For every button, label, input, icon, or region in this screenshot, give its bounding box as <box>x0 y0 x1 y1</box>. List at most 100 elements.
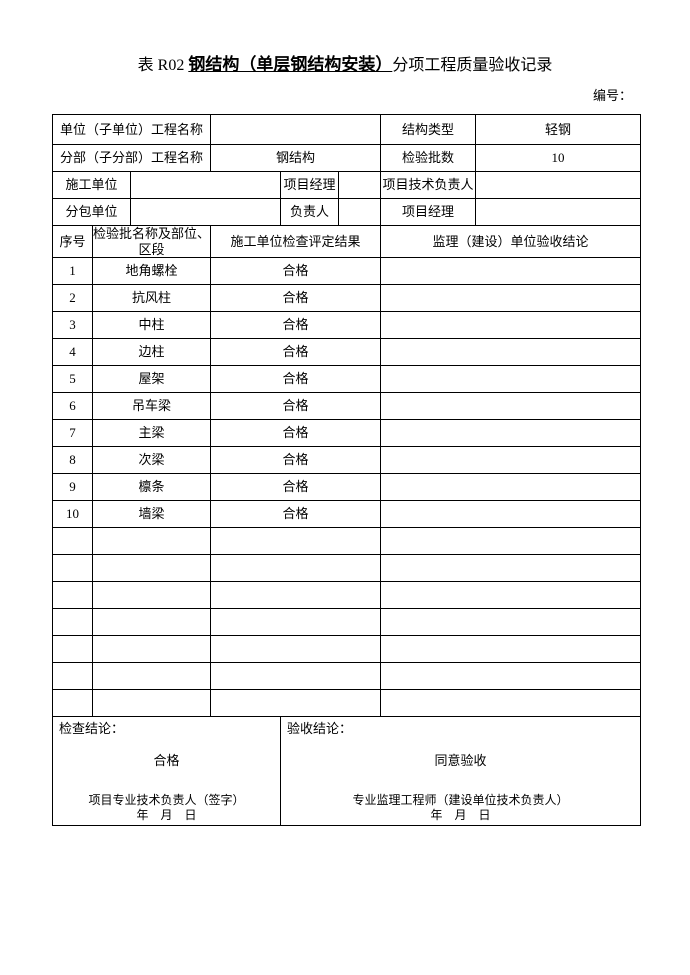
cell-result <box>211 609 381 636</box>
footer-right-date: 年 月 日 <box>281 808 640 822</box>
cell-conclusion <box>381 636 641 663</box>
serial-number-label: 编号： <box>52 85 632 104</box>
table-row: 3中柱合格 <box>53 312 641 339</box>
footer-left-value: 合格 <box>53 753 280 769</box>
footer-right: 验收结论： 同意验收 专业监理工程师（建设单位技术负责人） 年 月 日 <box>281 717 641 826</box>
footer-left: 检查结论： 合格 项目专业技术负责人（签字） 年 月 日 <box>53 717 281 826</box>
cell-seq: 9 <box>53 474 93 501</box>
cell-seq <box>53 609 93 636</box>
table-row: 5屋架合格 <box>53 366 641 393</box>
cell-result <box>211 528 381 555</box>
table-row <box>53 582 641 609</box>
cell-name: 屋架 <box>93 366 211 393</box>
cell-result <box>211 690 381 717</box>
cell-conclusion <box>381 447 641 474</box>
cell-seq <box>53 582 93 609</box>
tech-lead-label: 项目技术负责人 <box>381 172 476 199</box>
cell-conclusion <box>381 393 641 420</box>
cell-seq: 4 <box>53 339 93 366</box>
cell-seq <box>53 690 93 717</box>
footer-left-label: 检查结论： <box>59 721 124 737</box>
cell-result <box>211 555 381 582</box>
cell-result: 合格 <box>211 339 381 366</box>
cell-name: 墙梁 <box>93 501 211 528</box>
cell-name <box>93 555 211 582</box>
sub-pm-value <box>476 199 641 226</box>
cell-name <box>93 582 211 609</box>
cell-result <box>211 663 381 690</box>
cell-conclusion <box>381 582 641 609</box>
table-row: 9檩条合格 <box>53 474 641 501</box>
cell-conclusion <box>381 528 641 555</box>
col-conclusion: 监理（建设）单位验收结论 <box>381 226 641 258</box>
footer-left-sign: 项目专业技术负责人（签字） <box>53 793 280 807</box>
batch-count-value: 10 <box>476 145 641 172</box>
cell-seq <box>53 555 93 582</box>
cell-seq <box>53 528 93 555</box>
cell-result: 合格 <box>211 366 381 393</box>
cell-name: 次梁 <box>93 447 211 474</box>
cell-conclusion <box>381 690 641 717</box>
cell-seq: 2 <box>53 285 93 312</box>
table-row: 1地角螺栓合格 <box>53 258 641 285</box>
cell-conclusion <box>381 609 641 636</box>
sub-pm-label: 项目经理 <box>381 199 476 226</box>
cell-name <box>93 528 211 555</box>
construct-unit-value <box>131 172 281 199</box>
cell-result: 合格 <box>211 312 381 339</box>
cell-result: 合格 <box>211 258 381 285</box>
subcon-label: 分包单位 <box>53 199 131 226</box>
cell-seq: 7 <box>53 420 93 447</box>
sub-name-label: 分部（子分部）工程名称 <box>53 145 211 172</box>
cell-name: 地角螺栓 <box>93 258 211 285</box>
table-row: 4边柱合格 <box>53 339 641 366</box>
cell-conclusion <box>381 258 641 285</box>
cell-seq: 3 <box>53 312 93 339</box>
table-row <box>53 663 641 690</box>
cell-seq: 1 <box>53 258 93 285</box>
table-row: 7主梁合格 <box>53 420 641 447</box>
cell-seq <box>53 663 93 690</box>
footer-right-value: 同意验收 <box>281 753 640 769</box>
table-row: 10墙梁合格 <box>53 501 641 528</box>
resp-value <box>339 199 381 226</box>
cell-conclusion <box>381 474 641 501</box>
col-seq: 序号 <box>53 226 93 258</box>
cell-result <box>211 636 381 663</box>
title-prefix: 表 R02 <box>138 57 189 74</box>
cell-seq <box>53 636 93 663</box>
batch-count-label: 检验批数 <box>381 145 476 172</box>
struct-type-value: 轻钢 <box>476 115 641 145</box>
cell-result: 合格 <box>211 474 381 501</box>
footer-right-sign: 专业监理工程师（建设单位技术负责人） <box>281 793 640 807</box>
cell-result <box>211 582 381 609</box>
col-name: 检验批名称及部位、区段 <box>93 226 211 258</box>
subcon-value <box>131 199 281 226</box>
table-row: 8次梁合格 <box>53 447 641 474</box>
unit-name-value <box>211 115 381 145</box>
resp-label: 负责人 <box>281 199 339 226</box>
table-row <box>53 609 641 636</box>
cell-conclusion <box>381 366 641 393</box>
cell-result: 合格 <box>211 285 381 312</box>
table-row <box>53 528 641 555</box>
form-page: 表 R02 钢结构（单层钢结构安装）分项工程质量验收记录 编号： 单位（子单位）… <box>0 0 690 866</box>
table-row <box>53 636 641 663</box>
tech-lead-value <box>476 172 641 199</box>
table-row: 2抗风柱合格 <box>53 285 641 312</box>
title-suffix: 分项工程质量验收记录 <box>392 57 552 74</box>
cell-conclusion <box>381 663 641 690</box>
footer-left-date: 年 月 日 <box>53 808 280 822</box>
inspection-table: 单位（子单位）工程名称 结构类型 轻钢 分部（子分部）工程名称 钢结构 检验批数… <box>52 114 641 826</box>
construct-unit-label: 施工单位 <box>53 172 131 199</box>
cell-name: 主梁 <box>93 420 211 447</box>
cell-result: 合格 <box>211 420 381 447</box>
cell-result: 合格 <box>211 447 381 474</box>
cell-seq: 5 <box>53 366 93 393</box>
cell-name <box>93 663 211 690</box>
cell-conclusion <box>381 420 641 447</box>
cell-name <box>93 690 211 717</box>
cell-name: 吊车梁 <box>93 393 211 420</box>
cell-name <box>93 609 211 636</box>
table-row: 6吊车梁合格 <box>53 393 641 420</box>
